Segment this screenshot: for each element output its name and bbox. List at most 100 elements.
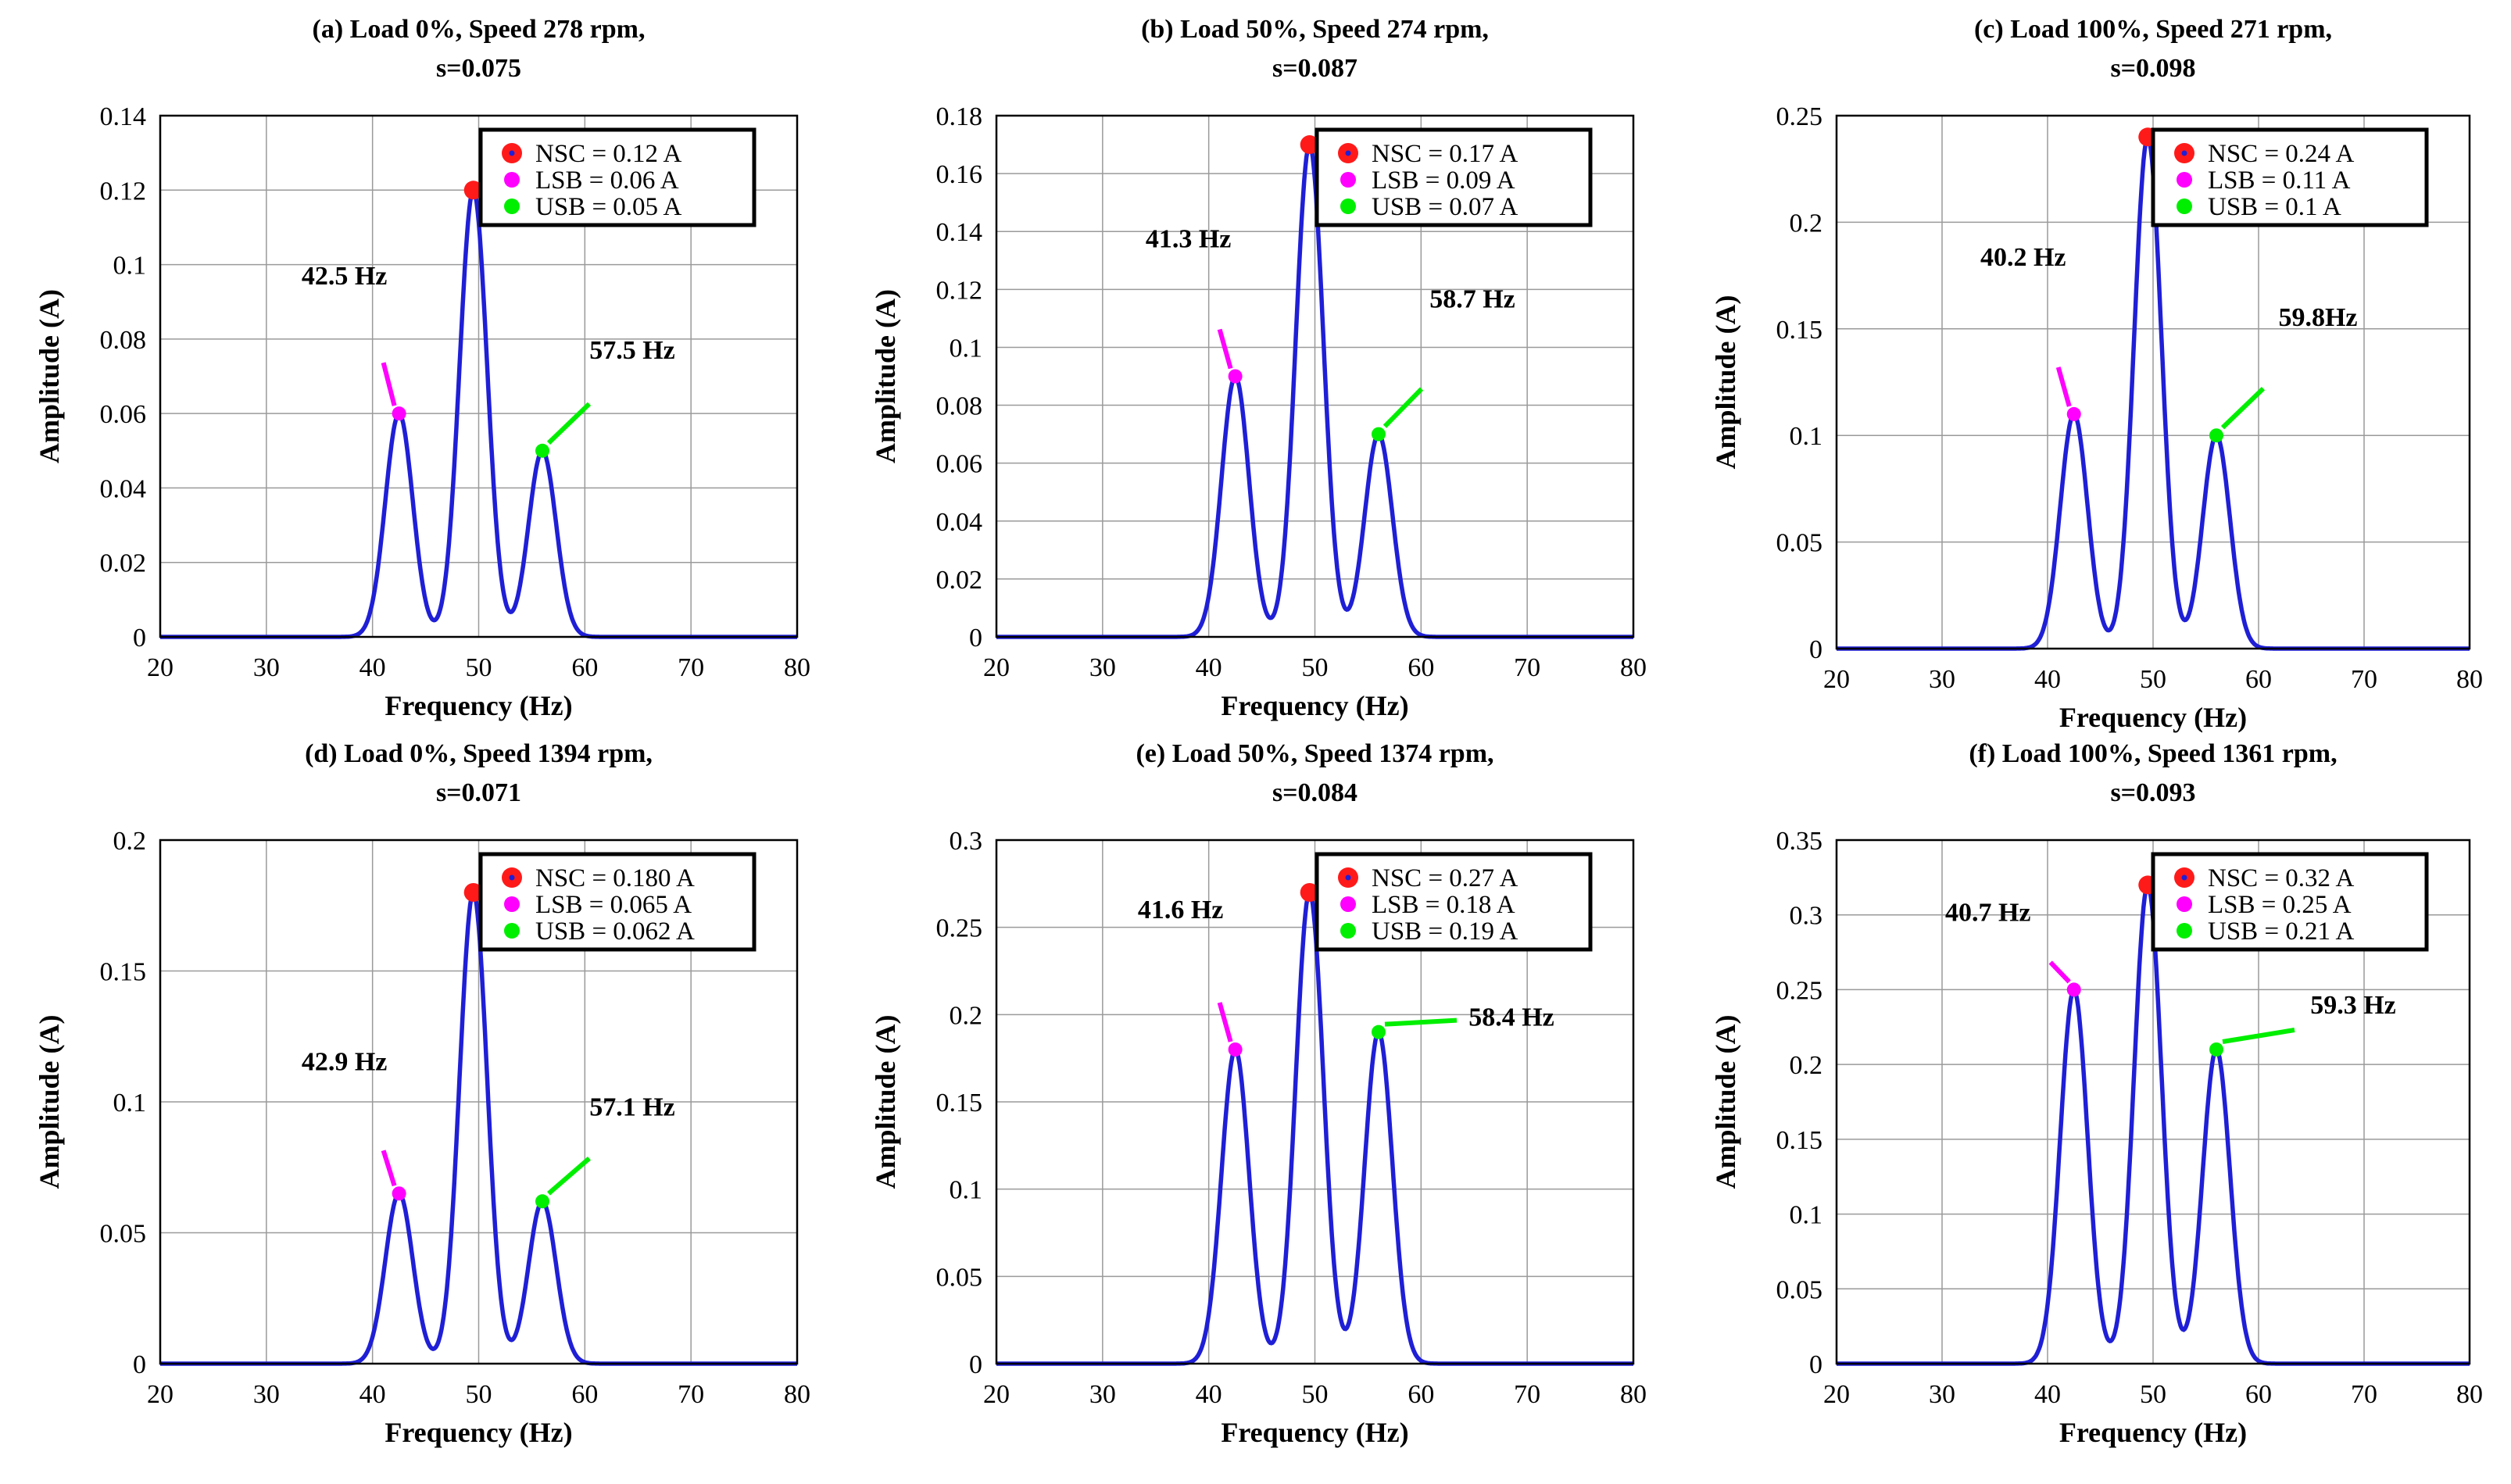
x-tick-label: 60 [1408,653,1434,682]
y-tick-label: 0.05 [936,1263,983,1292]
lsb-legend-marker [1340,172,1356,188]
nsc-peak-marker [463,883,483,902]
y-tick-label: 0.14 [936,218,983,247]
lsb-legend-marker [2177,896,2192,912]
y-tick-label: 0.05 [1776,529,1823,558]
x-tick-label: 70 [678,1380,704,1409]
legend-box [2151,852,2429,952]
annotation-leader [381,362,397,406]
lsb-annotation: 40.7 Hz [1945,898,2071,984]
legend-box [2151,127,2429,227]
x-tick-label: 20 [983,653,1010,682]
chart-subtitle: s=0.093 [2110,778,2195,807]
annotation-leader [2055,367,2072,407]
usb-annotation: 58.4 Hz [1384,1003,1554,1032]
y-axis-label: Amplitude (A) [870,289,901,463]
lsb-peak-marker [2066,406,2081,421]
panel-a: (a) Load 0%, Speed 278 rpm, s=0.075 20 30 40… [34,15,810,721]
usb-peak-marker [2209,1042,2223,1057]
y-tick-label: 0.1 [950,334,983,363]
x-tick-label: 30 [253,653,280,682]
x-tick-label: 30 [1929,665,1955,694]
annotation-label: 40.2 Hz [1980,243,2066,272]
lsb-peak-marker [1228,1042,1243,1057]
nsc-peak-marker [463,181,483,200]
lsb-legend-marker [2177,172,2192,188]
y-tick-label: 0.2 [950,1001,983,1030]
y-tick-label: 0.3 [1790,902,1823,931]
lsb-legend-marker [504,172,520,188]
x-tick-label: 30 [253,1380,280,1409]
usb-annotation: 57.5 Hz [546,336,675,445]
usb-legend-marker [2177,923,2192,939]
usb-annotation: 59.3 Hz [2222,991,2396,1044]
nsc-legend-marker-dot [2181,150,2187,156]
y-tick-label: 0.25 [1776,102,1823,131]
nsc-legend-marker-dot [1345,874,1351,881]
y-tick-label: 0.18 [936,102,983,131]
y-tick-label: 0.02 [100,549,147,578]
lsb-legend-marker [504,896,520,912]
y-axis-label: Amplitude (A) [870,1015,901,1189]
y-tick-label: 0.05 [1776,1275,1823,1304]
annotation-label: 58.7 Hz [1429,285,1515,314]
plot-frame [1835,839,2471,1365]
legend-entry: NSC = 0.24 A [2208,140,2354,168]
legend-entry: USB = 0.1 A [2208,193,2341,221]
y-tick-label: 0.04 [936,508,983,537]
panel-b: (b) Load 50%, Speed 274 rpm, s=0.087 20 30 4… [870,15,1647,721]
y-tick-label: 0.2 [1790,1051,1823,1080]
y-tick-label: 0.35 [1776,827,1823,856]
annotation-leader [2220,387,2266,430]
nsc-peak-marker [1300,883,1319,902]
y-tick-label: 0.05 [100,1220,147,1249]
y-axis-label: Amplitude (A) [1710,1015,1741,1189]
legend-entry: NSC = 0.12 A [535,140,681,168]
chart-title: (f) Load 100%, Speed 1361 rpm, [1969,739,2337,768]
x-tick-label: 60 [1408,1380,1434,1409]
legend-entry: LSB = 0.09 A [1372,166,1515,195]
lsb-annotation: 41.6 Hz [1138,896,1233,1042]
lsb-legend-marker [1340,896,1356,912]
x-tick-label: 40 [1196,653,1222,682]
y-tick-label: 0.15 [100,958,147,987]
y-tick-label: 0.08 [936,392,983,421]
panel-f: (f) Load 100%, Speed 1361 rpm, s=0.093 20 3… [1710,739,2483,1448]
annotation-leader [1384,1017,1458,1027]
x-axis-label: Frequency (Hz) [1221,690,1408,721]
usb-peak-marker [535,1194,549,1209]
y-tick-label: 0.1 [113,252,147,281]
x-tick-label: 40 [359,1380,386,1409]
x-tick-label: 40 [1196,1380,1222,1409]
legend-entry: LSB = 0.25 A [2208,891,2352,919]
chart-title: (e) Load 50%, Speed 1374 rpm, [1136,739,1493,768]
y-axis-label: Amplitude (A) [34,1015,65,1189]
y-axis-label: Amplitude (A) [1710,295,1741,470]
x-axis-label: Frequency (Hz) [385,690,572,721]
chart-title: (d) Load 0%, Speed 1394 rpm, [305,739,653,768]
y-tick-label: 0.04 [100,474,147,503]
lsb-annotation: 41.3 Hz [1146,225,1233,370]
y-tick-label: 0.2 [113,827,147,856]
legend-entry: USB = 0.05 A [535,193,681,221]
usb-annotation: 58.7 Hz [1382,285,1515,428]
legend-entry: LSB = 0.06 A [535,166,679,195]
y-axis-label: Amplitude (A) [34,289,65,463]
usb-legend-marker [504,923,520,939]
y-tick-label: 0.25 [936,914,983,943]
lsb-annotation: 42.9 Hz [302,1047,397,1187]
y-tick-label: 0.06 [936,450,983,479]
nsc-legend-marker-dot [1345,150,1351,156]
x-tick-label: 20 [1823,1380,1850,1409]
usb-peak-marker [2209,428,2223,443]
x-tick-label: 20 [983,1380,1010,1409]
legend-box [1315,127,1593,227]
annotation-label: 41.3 Hz [1146,225,1232,254]
x-tick-label: 80 [784,653,810,682]
y-tick-label: 0 [1809,1350,1822,1379]
annotation-label: 42.9 Hz [302,1047,388,1076]
y-tick-label: 0.1 [1790,1201,1823,1230]
chart-title: (b) Load 50%, Speed 274 rpm, [1141,15,1489,44]
